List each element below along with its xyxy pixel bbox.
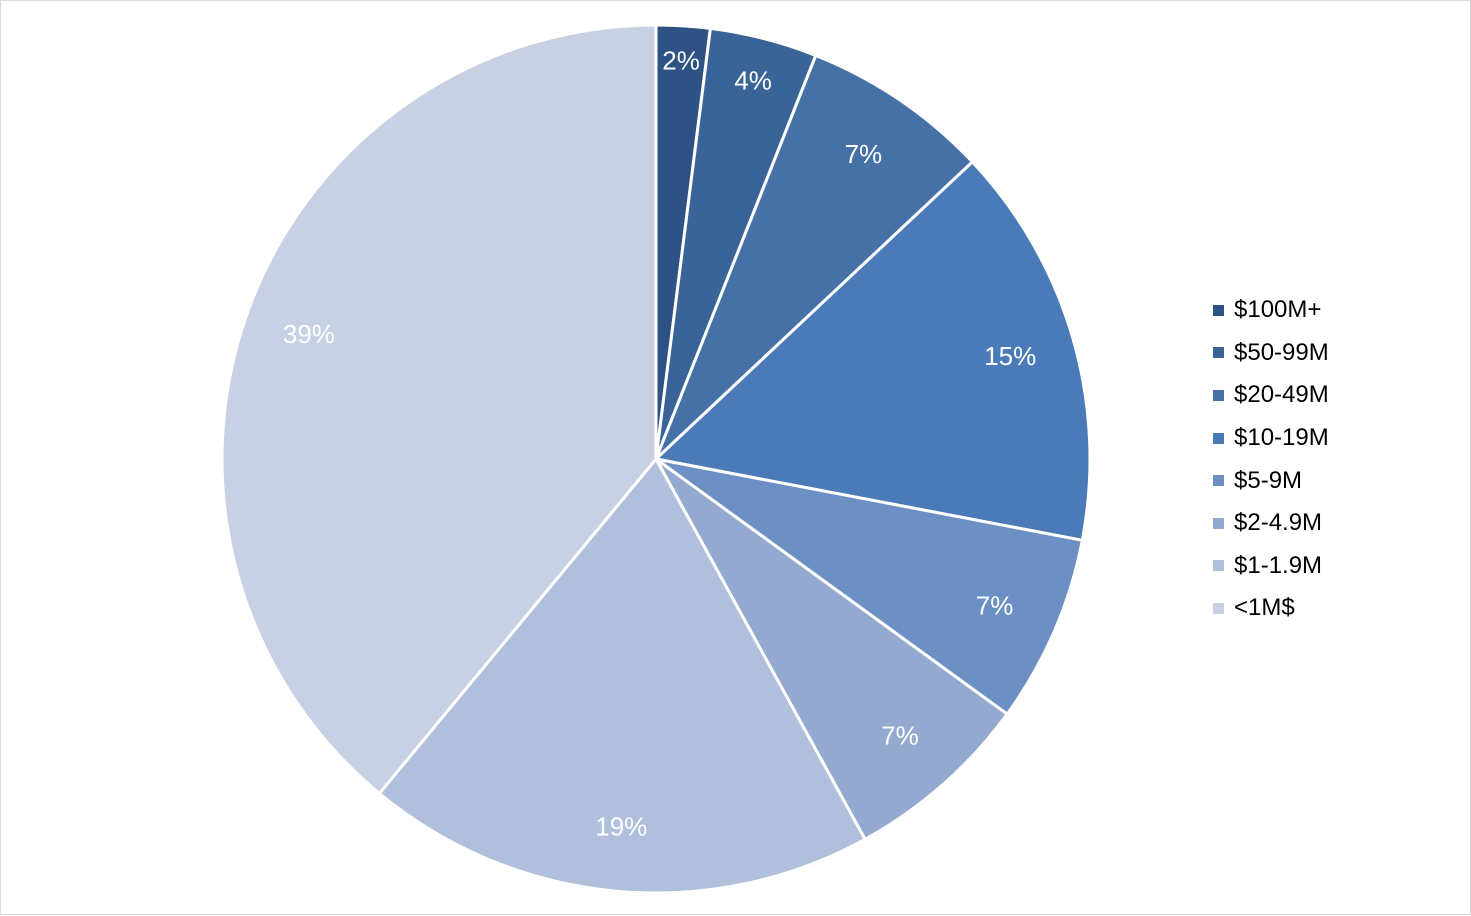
legend-label: $1-1.9M: [1234, 551, 1323, 579]
legend-label: $10-19M: [1234, 424, 1329, 452]
legend-item: $1-1.9M: [1213, 545, 1329, 588]
legend-swatch: [1213, 560, 1224, 572]
legend-swatch: [1213, 432, 1224, 444]
pie-slice-label: 7%: [976, 591, 1014, 621]
legend-label: $100M+: [1234, 296, 1322, 324]
legend-label: $50-99M: [1234, 338, 1329, 366]
pie-slices: [220, 23, 1092, 895]
legend-item: $20-49M: [1213, 374, 1329, 417]
legend-swatch: [1213, 517, 1224, 529]
legend-item: $100M+: [1213, 289, 1329, 332]
pie-slice-label: 7%: [845, 139, 883, 169]
pie-slice: [654, 53, 974, 461]
pie-slice-label: 19%: [595, 811, 647, 841]
legend-item: $2-4.9M: [1213, 502, 1329, 545]
pie-slice: [377, 457, 867, 895]
legend-item: <1M$: [1213, 587, 1329, 630]
legend: $100M+ $50-99M $20-49M $10-19M $5-9M $2-4.9M $…: [1213, 289, 1329, 630]
legend-item: $10-19M: [1213, 417, 1329, 460]
legend-swatch: [1213, 304, 1224, 316]
legend-item: $5-9M: [1213, 459, 1329, 502]
legend-swatch: [1213, 347, 1224, 359]
legend-label: <1M$: [1234, 594, 1295, 622]
pie-slice-label: 4%: [734, 66, 772, 96]
pie-slice: [654, 457, 1084, 716]
legend-swatch: [1213, 389, 1224, 401]
pie-slice: [220, 23, 658, 795]
pie-slice-label: 15%: [984, 341, 1036, 371]
pie-slice-label: 7%: [881, 721, 919, 751]
pie-slice: [654, 160, 1092, 542]
legend-label: $20-49M: [1234, 381, 1329, 409]
pie-slice: [654, 457, 1009, 841]
legend-item: $50-99M: [1213, 332, 1329, 375]
legend-swatch: [1213, 475, 1224, 487]
legend-label: $2-4.9M: [1234, 509, 1323, 537]
pie-slice-label: 2%: [662, 46, 700, 76]
legend-swatch: [1213, 602, 1224, 614]
pie-labels: 2% 4% 7% 15% 7% 7% 19% 39%: [283, 46, 1036, 842]
pie-slice-label: 39%: [283, 319, 335, 349]
legend-label: $5-9M: [1234, 466, 1303, 494]
